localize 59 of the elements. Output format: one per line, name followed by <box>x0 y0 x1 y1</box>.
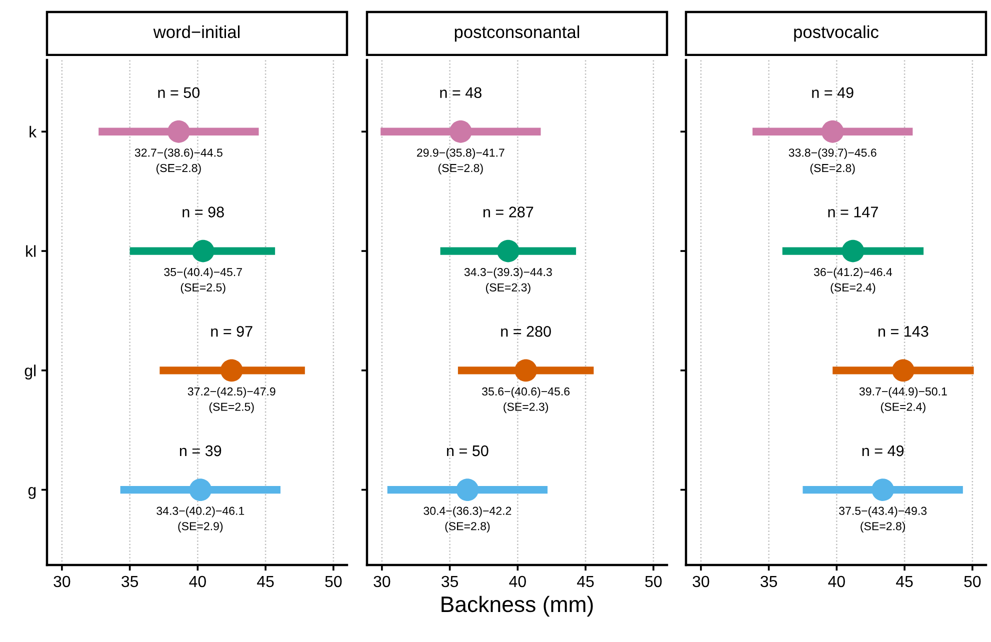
point <box>496 240 520 262</box>
chart-title: word−initial <box>153 25 240 38</box>
data-label: 33.8−(39.7)−45.6 (SE=2.8) <box>788 148 876 174</box>
point <box>842 240 864 262</box>
data-label: 37.2−(42.5)−47.9 (SE=2.5) <box>188 387 276 414</box>
x-tick-label: 40 <box>509 576 526 588</box>
x-tick-label: 30 <box>692 576 710 588</box>
point <box>189 478 212 501</box>
point <box>449 120 472 143</box>
point <box>220 359 243 382</box>
point <box>456 478 479 501</box>
x-tick-label: 50 <box>325 576 342 588</box>
annotation: n = 97 <box>211 326 252 337</box>
annotation: n = 280 <box>501 326 551 337</box>
point <box>167 120 190 143</box>
chart-title: postconsonantal <box>454 25 580 42</box>
x-tick-label: 45 <box>577 576 594 588</box>
y-tick-label: kl <box>26 245 36 257</box>
annotation: n = 287 <box>483 206 534 218</box>
x-tick-label: 35 <box>122 576 138 588</box>
y-tick-label: k <box>30 126 37 138</box>
data-label: 34.3−(39.3)−44.3 (SE=2.3) <box>464 268 552 294</box>
x-tick-label: 40 <box>828 576 845 588</box>
data-label: 32.7−(38.6)−44.5 (SE=2.8) <box>134 148 222 174</box>
x-tick-label: 45 <box>896 576 913 588</box>
y-tick-label: g <box>28 487 36 499</box>
x-axis-title: Backness (mm) <box>442 596 593 617</box>
annotation: n = 48 <box>440 87 482 98</box>
x-tick-label: 30 <box>374 576 390 588</box>
annotation: n = 49 <box>812 87 854 98</box>
chart-title: postvocalic <box>794 25 878 42</box>
data-label: 29.9−(35.8)−41.7 (SE=2.8) <box>417 148 504 174</box>
annotation: n = 39 <box>180 445 222 456</box>
x-tick-label: 45 <box>257 576 274 588</box>
x-tick-label: 35 <box>760 576 778 588</box>
data-label: 37.5−(43.4)−49.3 (SE=2.8) <box>839 506 927 533</box>
data-label: 34.3−(40.2)−46.1 (SE=2.9) <box>156 506 244 533</box>
point <box>892 359 914 382</box>
annotation: n = 98 <box>182 206 224 218</box>
point <box>872 478 894 501</box>
point <box>514 359 538 382</box>
data-label: 39.7−(44.9)−50.1 (SE=2.4) <box>859 387 947 414</box>
point <box>192 240 214 262</box>
x-tick-label: 50 <box>645 576 662 588</box>
data-label: 35−(40.4)−45.7 (SE=2.5) <box>164 268 242 294</box>
y-tick-label: gl <box>24 364 36 380</box>
x-tick-label: 50 <box>964 576 981 588</box>
annotation: n = 50 <box>158 87 200 98</box>
annotation: n = 143 <box>878 326 928 337</box>
x-tick-label: 30 <box>54 576 70 588</box>
data-label: 35.6−(40.6)−45.6 (SE=2.3) <box>482 387 570 414</box>
data-label: 30.4−(36.3)−42.2 (SE=2.8) <box>424 506 512 533</box>
annotation: n = 50 <box>447 445 488 456</box>
data-label: 36−(41.2)−46.4 (SE=2.4) <box>814 268 892 294</box>
annotation: n = 49 <box>862 445 904 456</box>
point <box>821 120 844 143</box>
x-tick-label: 35 <box>442 576 458 588</box>
annotation: n = 147 <box>828 206 878 218</box>
x-tick-label: 40 <box>189 576 206 588</box>
